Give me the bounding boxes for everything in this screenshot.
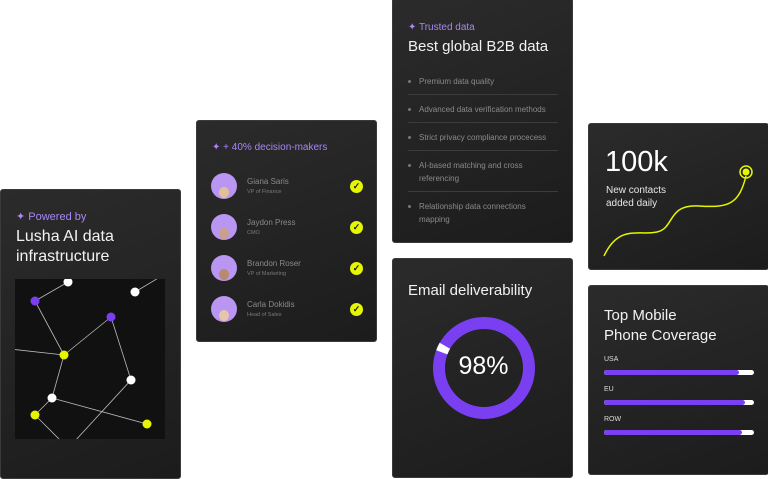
donut-ring (433, 317, 535, 419)
check-icon: ✓ (350, 220, 363, 234)
trusted-eyebrow: ✦ Trusted data (408, 22, 475, 33)
avatar (211, 255, 237, 281)
email-deliverability-card: Email deliverability 98% (392, 258, 573, 478)
coverage-bar (604, 430, 754, 435)
contacts-value: 100k (605, 146, 668, 178)
network-node (142, 419, 152, 429)
network-node (106, 312, 116, 322)
person-row: Jaydon Press CMO ✓ (211, 214, 363, 240)
region-label: ROW (604, 416, 622, 423)
avatar (211, 296, 237, 322)
coverage-title-line2: Phone Coverage (604, 327, 717, 344)
coverage-bar (604, 370, 754, 375)
divider (408, 191, 558, 192)
donut-chart (433, 317, 535, 419)
email-value: 98% (458, 352, 509, 380)
infrastructure-title: Lusha AI data infrastructure (16, 227, 114, 267)
growth-curve (603, 175, 747, 257)
contacts-card: 100k New contacts added daily (588, 123, 768, 270)
trusted-data-card: ✦ Trusted data Best global B2B data Prem… (392, 0, 573, 243)
infrastructure-eyebrow: ✦ Powered by (16, 211, 87, 223)
network-edge (34, 300, 65, 356)
divider (408, 122, 558, 123)
coverage-bar-fill (604, 370, 739, 375)
growth-curve-icon (603, 165, 753, 257)
decision-makers-card: ✦ + 40% decision-makers Giana Saris VP of… (196, 120, 377, 342)
avatar (211, 214, 237, 240)
person-role: Head of Sales (247, 312, 282, 318)
network-node (30, 410, 40, 420)
growth-endpoint-ring (739, 165, 753, 179)
donut-gap (436, 342, 451, 355)
person-row: Giana Saris VP of Finance ✓ (211, 173, 363, 199)
check-icon: ✓ (350, 179, 363, 193)
network-edge (63, 316, 112, 356)
person-row: Carla Dokidis Head of Sales ✓ (211, 296, 363, 322)
network-node (59, 350, 69, 360)
person-name: Jaydon Press (247, 218, 296, 227)
check-icon: ✓ (350, 261, 363, 275)
network-node (130, 287, 140, 297)
infrastructure-title-line1: Lusha AI data (16, 228, 114, 245)
person-name: Giana Saris (247, 177, 289, 186)
divider (408, 150, 558, 151)
email-title: Email deliverability (408, 282, 533, 299)
network-edge (34, 414, 60, 439)
network-edge (34, 281, 69, 302)
contacts-caption-line2: added daily (606, 198, 658, 209)
coverage-bar-fill (604, 400, 745, 405)
coverage-title: Top Mobile Phone Coverage (604, 306, 717, 346)
infrastructure-title-line2: infrastructure (16, 248, 110, 265)
contacts-caption: New contacts added daily (606, 184, 666, 210)
person-name: Carla Dokidis (247, 300, 295, 309)
feature-item: Advanced data verification methods (408, 103, 558, 116)
network-graph-icon (15, 279, 165, 439)
person-role: CMO (247, 230, 260, 236)
person-name: Brandon Roser (247, 259, 301, 268)
coverage-bar (604, 400, 754, 405)
network-edge (51, 354, 65, 399)
network-edge (76, 379, 132, 439)
feature-item: Strict privacy compliance procecess (408, 131, 558, 144)
network-edge (134, 279, 158, 293)
feature-item: AI-based matching and cross referencing (408, 159, 548, 185)
divider (408, 94, 558, 95)
region-label: EU (604, 386, 614, 393)
decision-makers-eyebrow: ✦ + 40% decision-makers (212, 142, 328, 153)
trusted-title: Best global B2B data (408, 38, 549, 55)
network-edge (51, 397, 148, 425)
growth-endpoint-dot (742, 168, 750, 176)
network-graph-background (15, 279, 165, 439)
feature-item: Relationship data connections mapping (408, 200, 548, 226)
network-node (47, 393, 57, 403)
avatar (211, 173, 237, 199)
phone-coverage-card: Top Mobile Phone Coverage USA EU ROW (588, 285, 768, 475)
coverage-title-line1: Top Mobile (604, 307, 677, 324)
check-icon: ✓ (350, 302, 363, 316)
person-row: Brandon Roser VP of Marketing ✓ (211, 255, 363, 281)
network-node (63, 279, 73, 287)
network-edge (15, 349, 65, 356)
feature-item: Premium data quality (408, 75, 558, 88)
network-edge (110, 316, 132, 381)
contacts-caption-line1: New contacts (606, 185, 667, 196)
person-role: VP of Marketing (247, 271, 287, 277)
network-node (126, 375, 136, 385)
coverage-bar-fill (604, 430, 742, 435)
network-node (30, 296, 40, 306)
region-label: USA (604, 356, 619, 363)
person-role: VP of Finance (247, 189, 282, 195)
